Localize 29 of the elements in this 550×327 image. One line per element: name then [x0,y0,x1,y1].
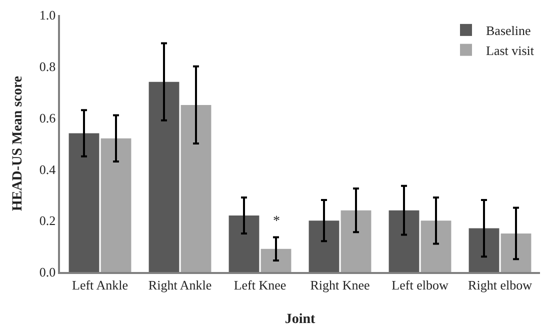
x-axis-title: Joint [284,312,316,327]
y-tick-label: 1.0 [39,8,56,23]
x-tick-label: Right elbow [468,277,533,292]
legend-label: Last visit [486,42,534,58]
bar [500,233,532,272]
bar [388,210,420,272]
annotation: * [273,214,280,229]
bar [68,133,100,272]
y-tick-label: 0.6 [39,110,56,126]
bar [340,210,372,272]
x-tick-label: Left elbow [392,277,449,292]
x-tick-label: Right Ankle [148,277,212,292]
bar [420,220,452,272]
x-tick-label: Left Ankle [72,277,128,292]
legend-label: Baseline [486,23,531,38]
y-tick-label: 0.4 [39,162,56,177]
x-tick-label: Right Knee [310,277,370,292]
x-tick-label: Left Knee [234,277,286,292]
bar [308,220,340,272]
y-axis-title: HEAD-US Mean score [10,76,26,212]
y-tick-label: 0.2 [39,213,56,228]
bar [148,82,180,272]
y-tick-label: 0.8 [39,58,56,74]
bar [180,104,212,272]
bar [228,215,260,272]
bar [260,248,292,272]
y-tick-label: 0.0 [39,264,56,280]
bar [468,228,500,272]
bar [100,138,132,272]
